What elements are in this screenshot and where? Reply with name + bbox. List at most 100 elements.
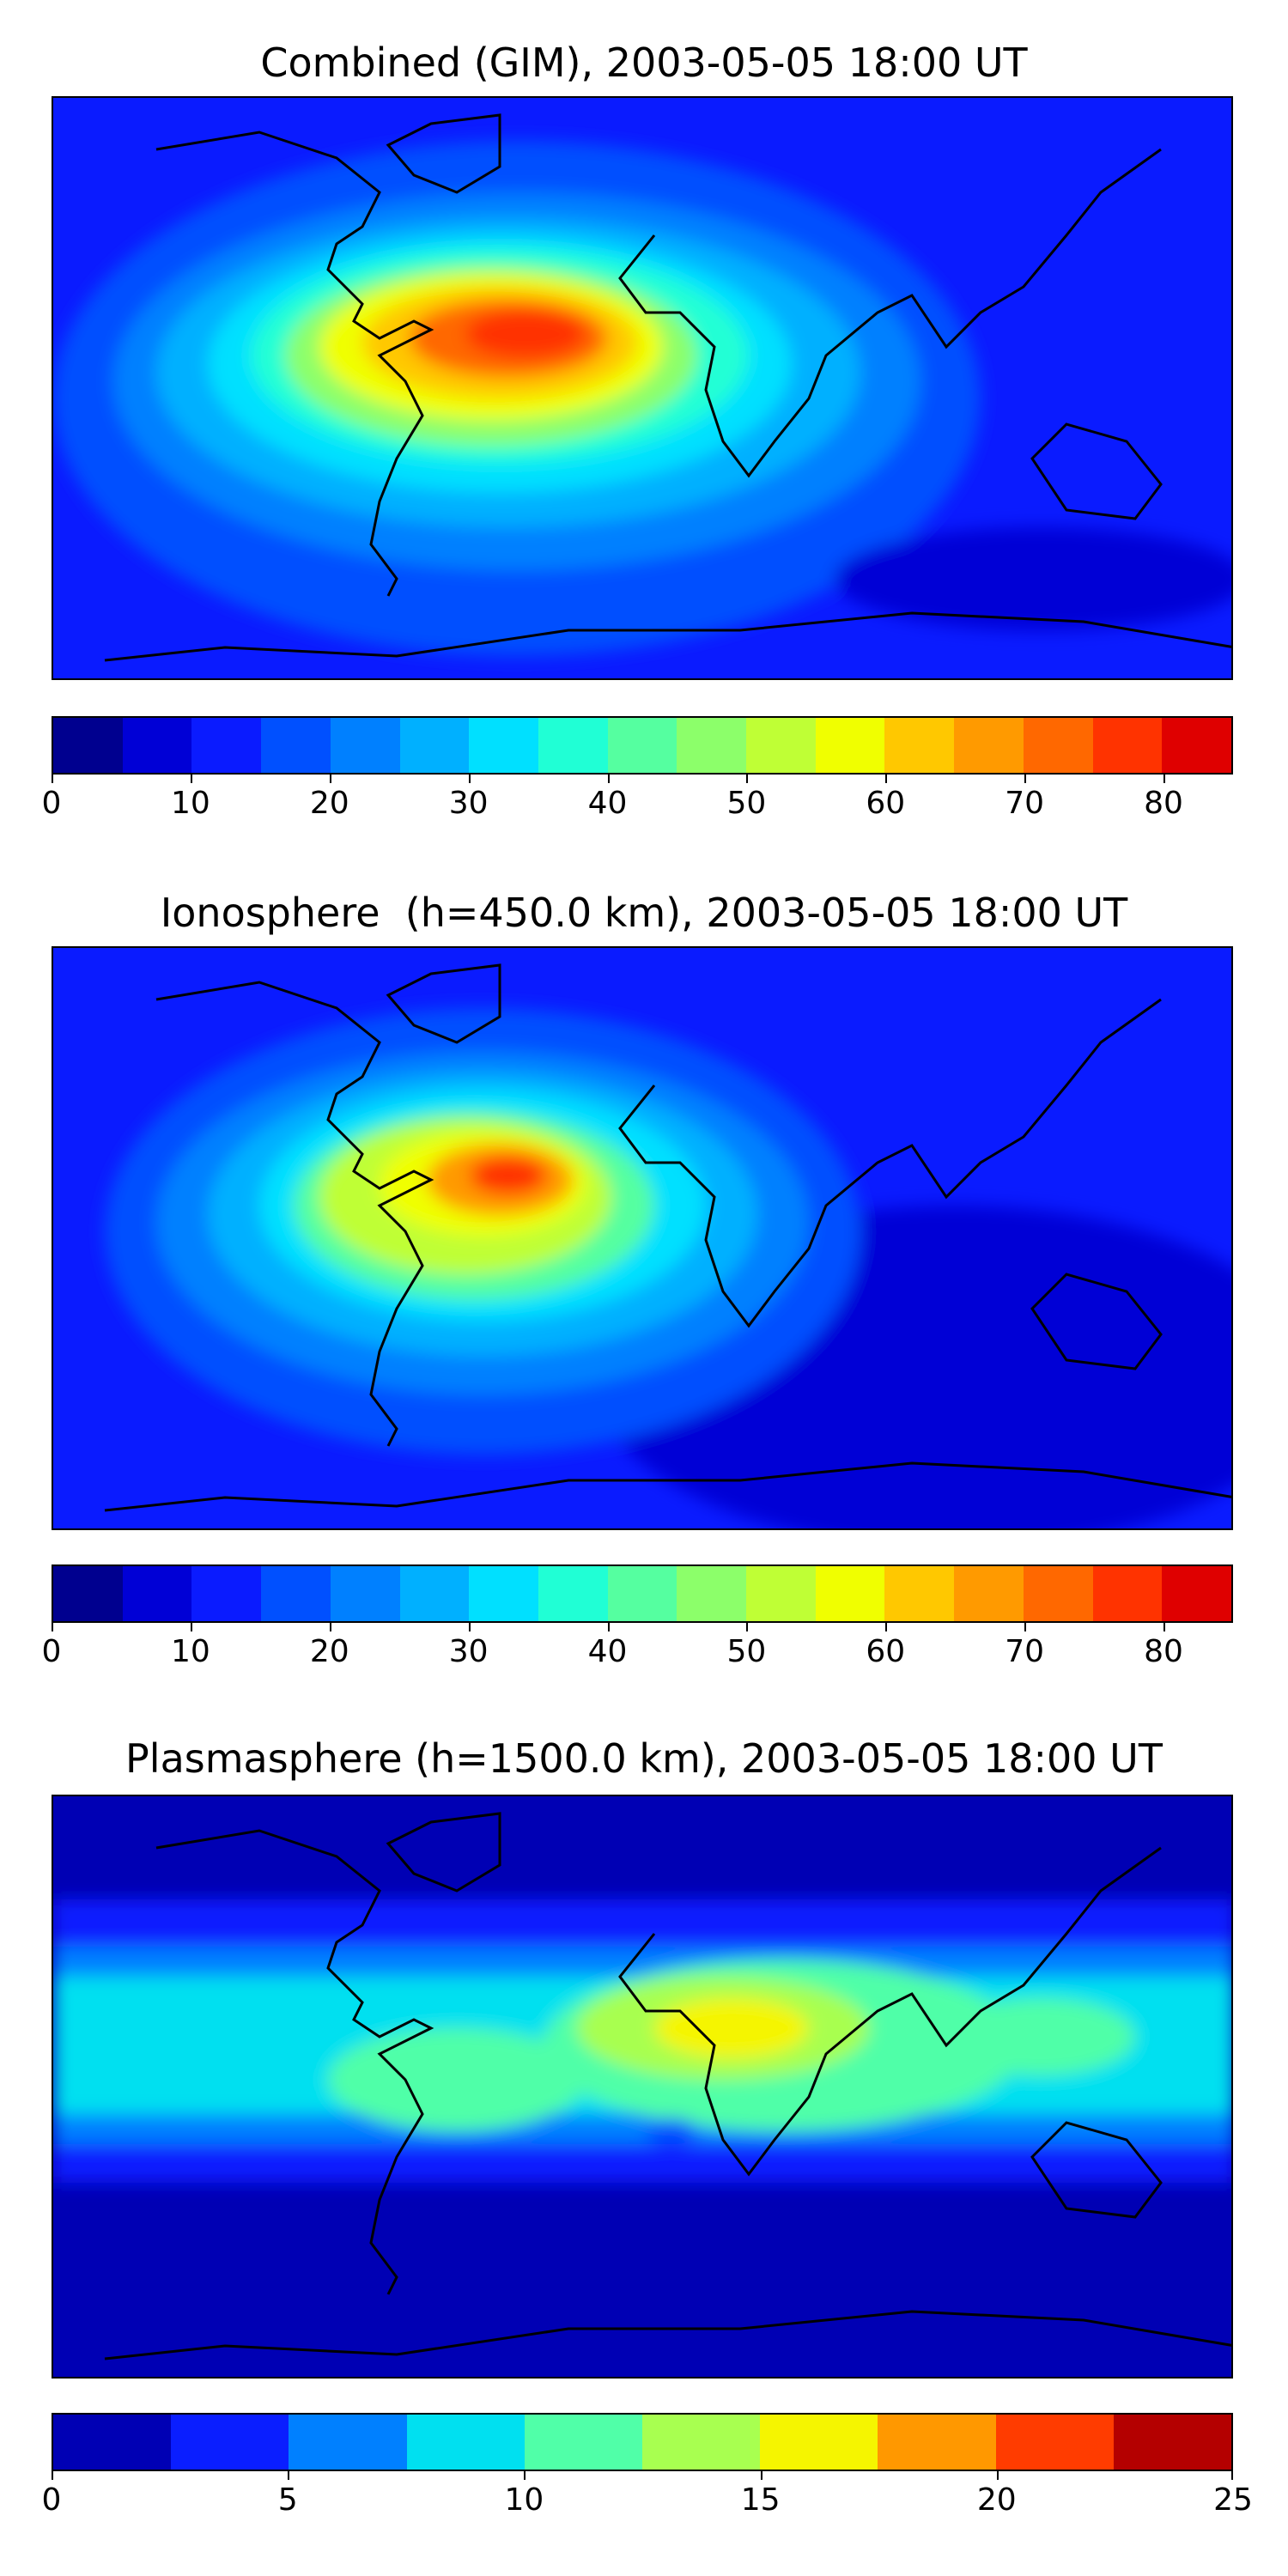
colorbar-segment — [607, 718, 677, 773]
colorbar-tick-label: 10 — [504, 2482, 544, 2518]
colorbar-segment — [469, 718, 538, 773]
colorbar-segment — [406, 2415, 525, 2470]
colorbar-segment — [954, 718, 1024, 773]
colorbar-segment — [122, 718, 192, 773]
colorbar-segment — [760, 2415, 878, 2470]
colorbar-tick — [1024, 775, 1027, 783]
colorbar-tick-label: 40 — [587, 1634, 628, 1669]
colorbar-tick-label: 50 — [726, 1634, 767, 1669]
colorbar-tick — [468, 775, 471, 783]
colorbar-tick-label: 15 — [740, 2482, 781, 2518]
colorbar-segment — [122, 1566, 192, 1621]
colorbar-tick-label: 60 — [866, 786, 906, 821]
colorbar-tick-label: 60 — [866, 1634, 906, 1669]
colorbar-segment — [330, 1566, 400, 1621]
panel-title: Combined (GIM), 2003-05-05 18:00 UT — [260, 39, 1028, 86]
colorbar-tick-label: 50 — [726, 786, 767, 821]
colorbar-tick — [746, 1623, 749, 1631]
colorbar-segment — [878, 2415, 996, 2470]
colorbar-tick — [468, 1623, 471, 1631]
colorbar-tick-label: 40 — [587, 786, 628, 821]
colorbar-segment — [191, 1566, 262, 1621]
colorbar-segment — [53, 718, 123, 773]
colorbar — [52, 716, 1233, 775]
colorbar-tick — [190, 775, 192, 783]
colorbar-segment — [53, 2415, 172, 2470]
colorbar-tick — [760, 2471, 762, 2480]
colorbar-tick-label: 80 — [1144, 1634, 1183, 1669]
colorbar-tick — [1231, 2471, 1233, 2480]
colorbar-tick — [52, 775, 53, 783]
colorbar-tick-label: 10 — [170, 1634, 210, 1669]
colorbar-tick — [885, 1623, 888, 1631]
colorbar-segment — [261, 718, 331, 773]
colorbar-tick-label: 30 — [448, 1634, 489, 1669]
colorbar-segment — [677, 718, 747, 773]
colorbar-tick — [607, 775, 610, 783]
colorbar-segment — [171, 2415, 289, 2470]
colorbar-segment — [1023, 718, 1093, 773]
colorbar-tick-label: 80 — [1144, 786, 1183, 821]
colorbar-tick — [996, 2471, 999, 2480]
panel-title: Plasmasphere (h=1500.0 km), 2003-05-05 1… — [125, 1735, 1163, 1782]
colorbar-tick — [524, 2471, 526, 2480]
colorbar-segment — [746, 1566, 816, 1621]
colorbar-segment — [607, 1566, 677, 1621]
colorbar-segment — [1092, 718, 1163, 773]
colorbar-segment — [469, 1566, 538, 1621]
colorbar-ticks: 0 10 20 30 40 50 60 70 80 — [42, 775, 1233, 826]
colorbar-tick — [190, 1623, 192, 1631]
colorbar-segment — [677, 1566, 747, 1621]
colorbar-tick — [1024, 1623, 1027, 1631]
colorbar-tick — [607, 1623, 610, 1631]
colorbar-tick — [885, 775, 888, 783]
colorbar-segment — [1162, 718, 1231, 773]
colorbar — [52, 2413, 1233, 2471]
colorbar-tick-label: 0 — [41, 1634, 62, 1669]
colorbar-segment — [538, 718, 608, 773]
colorbar-tick — [1163, 775, 1166, 783]
colorbar-segment — [1113, 2415, 1232, 2470]
colorbar-segment — [524, 2415, 643, 2470]
panel-title: Ionosphere (h=450.0 km), 2003-05-05 18:0… — [160, 890, 1128, 936]
colorbar-segment — [884, 718, 955, 773]
colorbar-tick-label: 70 — [1005, 1634, 1045, 1669]
colorbar-tick — [329, 1623, 331, 1631]
colorbar-tick-label: 20 — [309, 1634, 349, 1669]
colorbar-segment — [191, 718, 262, 773]
colorbar-tick — [288, 2471, 290, 2480]
colorbar-segment — [289, 2415, 407, 2470]
colorbar-ticks: 0 10 20 30 40 50 60 70 80 — [42, 1623, 1233, 1674]
colorbar-segment — [53, 1566, 123, 1621]
colorbar-tick-label: 30 — [448, 786, 489, 821]
colorbar-tick-label: 0 — [41, 2482, 62, 2518]
colorbar-tick-label: 5 — [277, 2482, 298, 2518]
tec-map — [52, 1795, 1233, 2379]
colorbar-segment — [884, 1566, 955, 1621]
colorbar-segment — [1092, 1566, 1163, 1621]
colorbar-tick-label: 0 — [41, 786, 62, 821]
colorbar-segment — [815, 718, 885, 773]
colorbar-tick — [746, 775, 749, 783]
colorbar-segment — [954, 1566, 1024, 1621]
colorbar-segment — [815, 1566, 885, 1621]
colorbar-tick-label: 20 — [309, 786, 349, 821]
colorbar-tick — [52, 1623, 53, 1631]
colorbar-tick — [1163, 1623, 1166, 1631]
colorbar-ticks: 0 5 10 15 20 25 — [42, 2471, 1253, 2523]
colorbar-segment — [399, 718, 470, 773]
colorbar-segment — [330, 718, 400, 773]
colorbar-tick-label: 25 — [1213, 2482, 1253, 2518]
colorbar-segment — [995, 2415, 1114, 2470]
colorbar-tick-label: 70 — [1005, 786, 1045, 821]
colorbar-segment — [399, 1566, 470, 1621]
colorbar-segment — [746, 718, 816, 773]
tec-map — [52, 96, 1233, 680]
colorbar-tick — [329, 775, 331, 783]
colorbar — [52, 1564, 1233, 1623]
colorbar-segment — [1162, 1566, 1231, 1621]
tec-map — [52, 946, 1233, 1530]
colorbar-segment — [538, 1566, 608, 1621]
colorbar-tick — [52, 2471, 53, 2480]
colorbar-segment — [261, 1566, 331, 1621]
